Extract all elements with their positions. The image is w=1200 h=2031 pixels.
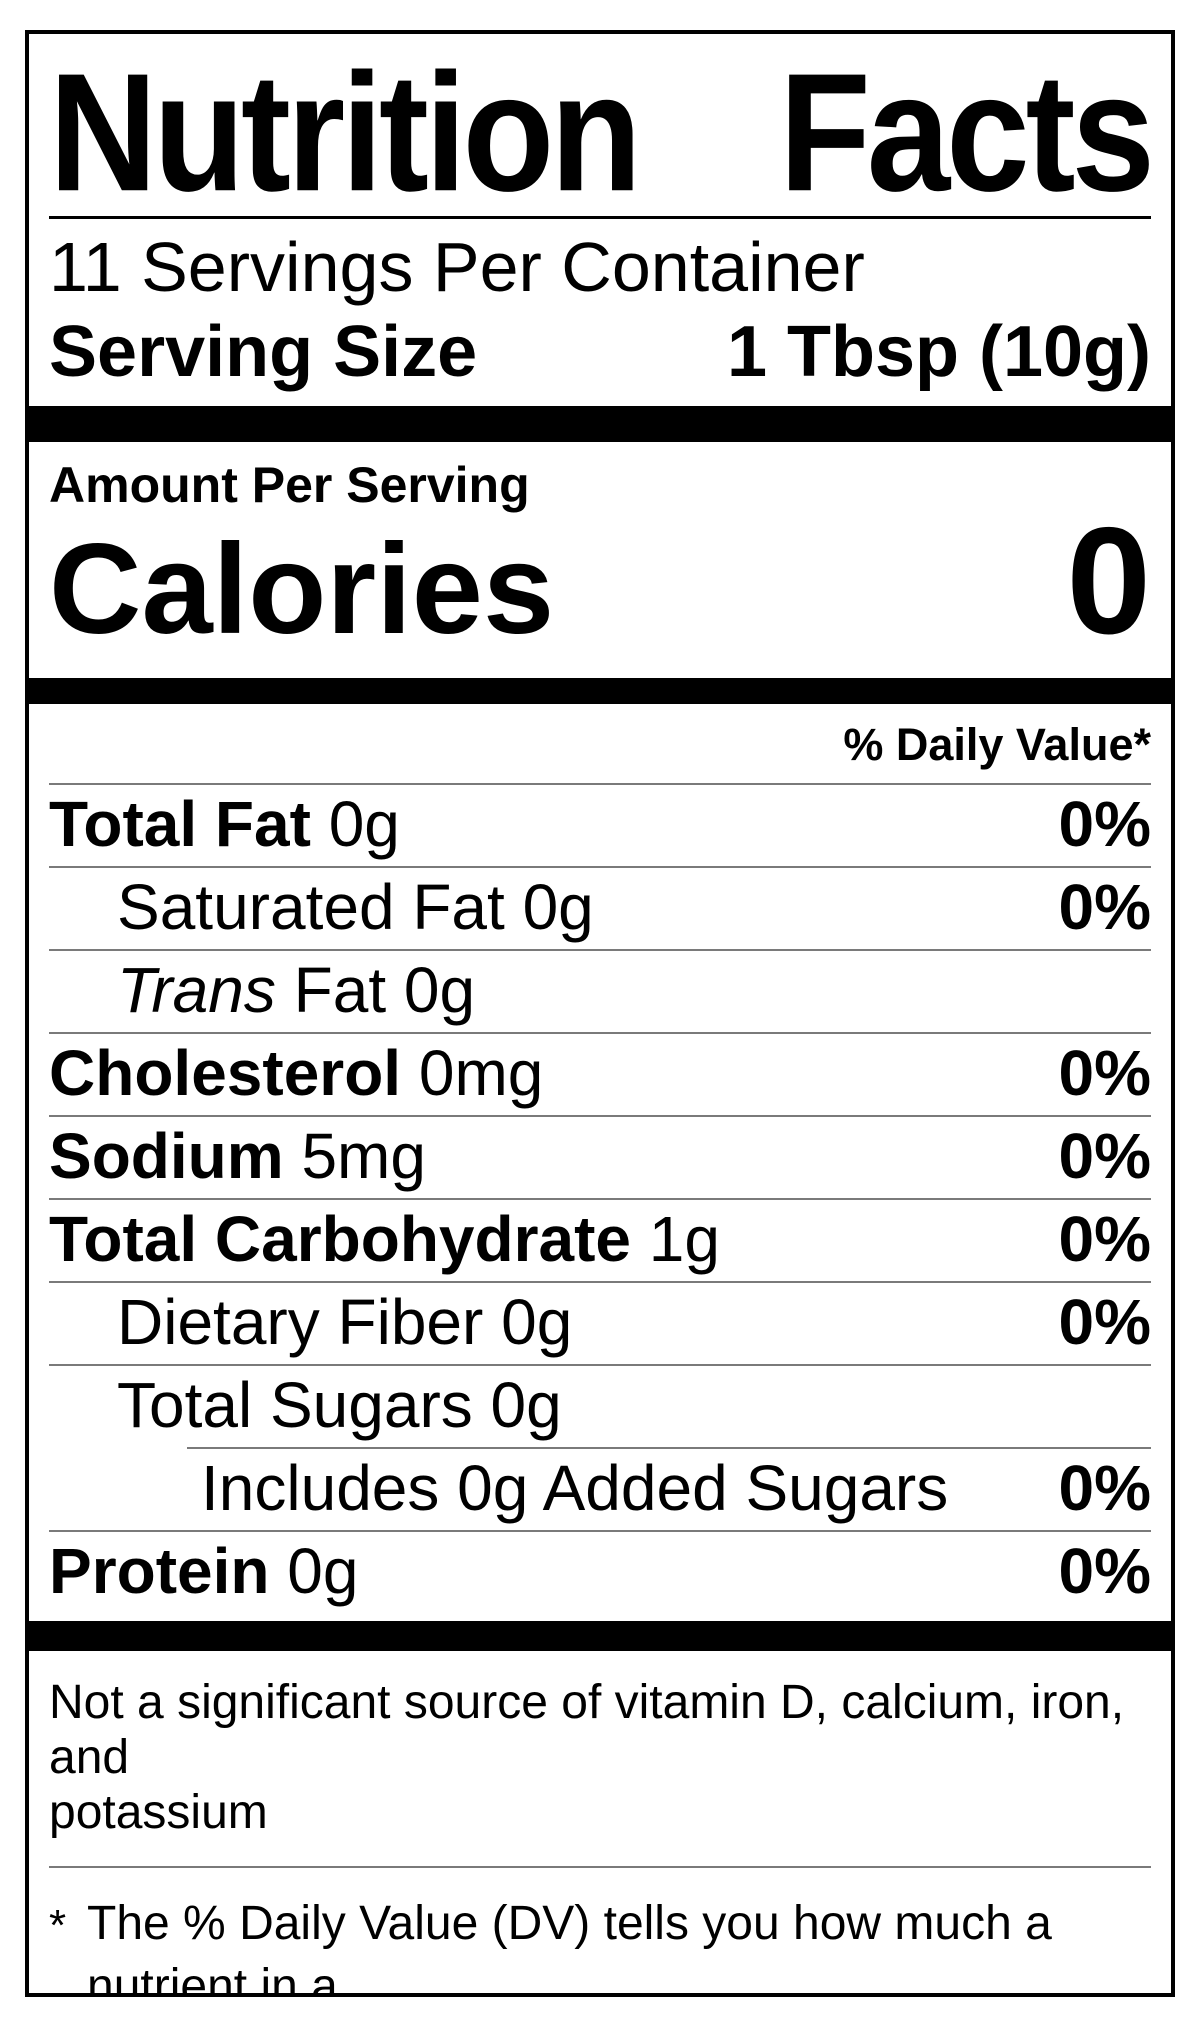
thick-bar-bottom <box>29 1621 1171 1651</box>
title-word-facts: Facts <box>779 37 1155 227</box>
nutrient-daily-value: 0% <box>1058 1286 1152 1358</box>
nutrient-row: Total Carbohydrate 1g 0% <box>49 1198 1151 1281</box>
nutrient-daily-value: 0% <box>1058 1037 1152 1109</box>
nutrient-row: Cholesterol 0mg 0% <box>49 1032 1151 1115</box>
text-line: The % Daily Value (DV) tells you how muc… <box>87 1897 1052 1997</box>
nutrient-row: Includes 0g Added Sugars 0% <box>187 1447 1151 1530</box>
text-line: potassium <box>49 1786 268 1839</box>
nutrient-name: Total Sugars 0g <box>117 1369 562 1441</box>
nutrient-daily-value: 0% <box>1058 1452 1152 1524</box>
nutrient-name: Includes 0g Added Sugars <box>201 1452 949 1524</box>
nutrient-daily-value: 0% <box>1058 871 1152 943</box>
nutrient-row: Total Sugars 0g <box>49 1364 1151 1447</box>
nutrient-name: Dietary Fiber 0g <box>117 1286 573 1358</box>
calories-row: Calories 0 <box>49 496 1151 666</box>
daily-value-header: % Daily Value* <box>49 704 1151 785</box>
footnote-asterisk: * <box>49 1901 67 1950</box>
nutrient-name: Total Carbohydrate 1g <box>49 1203 720 1275</box>
nutrient-name: Protein 0g <box>49 1535 359 1607</box>
nutrient-rows: Total Fat 0g 0% Saturated Fat 0g 0% Trans Fa… <box>49 785 1151 1613</box>
text-line: Not a significant source of vitamin D, c… <box>49 1676 1125 1784</box>
calories-value: 0 <box>1066 496 1151 666</box>
serving-size-value: 1 Tbsp (10g) <box>726 312 1151 392</box>
nutrient-daily-value: 0% <box>1058 1120 1152 1192</box>
insignificant-note: Not a significant source of vitamin D, c… <box>49 1675 1151 1840</box>
nutrient-name: Trans Fat 0g <box>117 954 476 1026</box>
daily-value-footnote: * The % Daily Value (DV) tells you how m… <box>49 1892 1151 1997</box>
thick-bar-middle <box>29 678 1171 704</box>
nutrient-name: Total Fat 0g <box>49 788 400 860</box>
thick-bar-top <box>29 406 1171 442</box>
nutrient-daily-value: 0% <box>1058 1535 1152 1607</box>
footnote-text: The % Daily Value (DV) tells you how muc… <box>87 1892 1151 1997</box>
nutrient-row: Total Fat 0g 0% <box>49 785 1151 866</box>
calories-label: Calories <box>49 518 555 661</box>
serving-size-label: Serving Size <box>49 312 478 392</box>
nutrient-row: Trans Fat 0g <box>49 949 1151 1032</box>
footnote-divider <box>49 1866 1151 1868</box>
nutrition-facts-label: Nutrition Facts 11 Servings Per Containe… <box>25 30 1175 1997</box>
nutrient-daily-value: 0% <box>1058 1203 1152 1275</box>
nutrient-name: Sodium 5mg <box>49 1120 426 1192</box>
title-word-nutrition: Nutrition <box>49 37 642 227</box>
nutrient-daily-value: 0% <box>1058 788 1152 860</box>
nutrient-row: Sodium 5mg 0% <box>49 1115 1151 1198</box>
nutrient-name: Cholesterol 0mg <box>49 1037 544 1109</box>
title-divider <box>49 216 1151 219</box>
nutrient-row: Protein 0g 0% <box>49 1530 1151 1613</box>
nutrient-row: Dietary Fiber 0g 0% <box>49 1281 1151 1364</box>
nutrient-name: Saturated Fat 0g <box>117 871 594 943</box>
serving-size-row: Serving Size 1 Tbsp (10g) <box>49 311 1151 394</box>
nutrition-facts-title: Nutrition Facts <box>49 37 1155 227</box>
nutrient-row: Saturated Fat 0g 0% <box>49 866 1151 949</box>
servings-per-container: 11 Servings Per Container <box>49 228 865 306</box>
amount-per-serving: Amount Per Serving <box>49 457 530 513</box>
